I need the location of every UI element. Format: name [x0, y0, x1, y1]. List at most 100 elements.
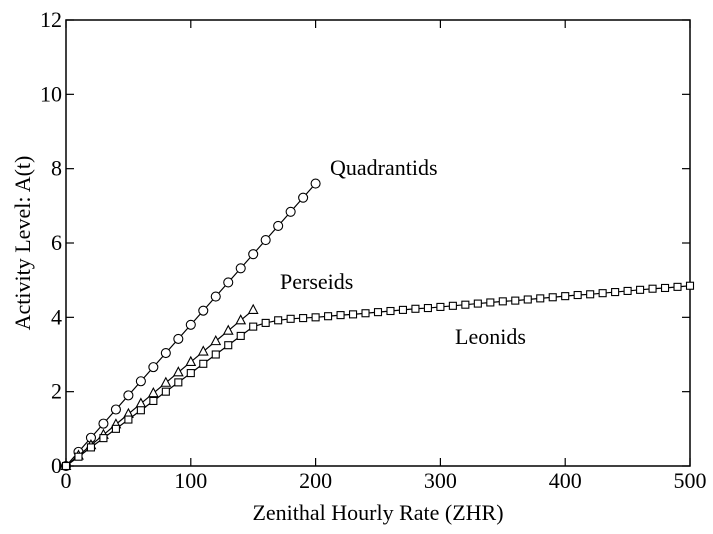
circle-marker — [248, 249, 259, 260]
square-marker — [573, 290, 582, 300]
triangle-marker — [210, 334, 222, 346]
x-axis-label: Zenithal Hourly Rate (ZHR) — [252, 500, 503, 525]
square-marker — [261, 318, 270, 327]
square-marker — [99, 434, 108, 443]
square-marker — [124, 415, 133, 424]
square-marker — [274, 316, 283, 325]
square-marker — [61, 461, 71, 471]
x-tick-label: 0 — [61, 468, 72, 493]
y-tick-label: 0 — [51, 453, 62, 478]
square-marker — [161, 387, 170, 396]
circle-marker — [98, 418, 109, 429]
circle-marker — [123, 390, 134, 401]
square-marker — [136, 406, 145, 415]
square-marker — [186, 369, 195, 378]
square-marker — [149, 396, 158, 406]
square-marker — [398, 305, 408, 314]
y-tick-label: 4 — [51, 304, 62, 329]
square-marker — [199, 359, 208, 368]
x-tick-label: 100 — [174, 468, 207, 493]
triangle-marker — [235, 314, 247, 325]
triangle-marker — [172, 366, 184, 377]
square-marker — [523, 295, 532, 304]
x-tick-label: 400 — [549, 468, 582, 493]
square-marker — [486, 298, 495, 307]
square-marker — [286, 314, 295, 323]
square-marker — [461, 300, 470, 309]
square-marker — [74, 452, 83, 461]
square-marker — [311, 313, 320, 322]
circle-marker — [135, 376, 146, 387]
square-marker — [111, 424, 120, 433]
square-marker — [648, 284, 657, 293]
y-tick-label: 8 — [51, 156, 62, 181]
square-marker — [561, 292, 570, 301]
triangle-marker — [135, 397, 147, 408]
square-marker — [336, 311, 345, 320]
y-tick-label: 6 — [51, 230, 62, 255]
square-marker — [548, 293, 557, 302]
circle-marker — [110, 404, 121, 415]
square-marker — [511, 296, 520, 305]
square-marker — [86, 443, 96, 452]
y-tick-label: 2 — [51, 379, 62, 404]
circle-marker — [210, 291, 221, 302]
x-tick-label: 200 — [299, 468, 332, 493]
circle-marker — [285, 206, 296, 217]
square-marker — [174, 378, 183, 387]
square-marker — [436, 302, 445, 311]
circle-marker — [273, 220, 284, 231]
circle-marker — [235, 263, 246, 274]
square-marker — [673, 282, 682, 291]
square-marker — [324, 312, 333, 321]
square-marker — [423, 303, 432, 313]
square-marker — [361, 309, 370, 318]
plot-frame — [65, 19, 691, 467]
circle-marker — [185, 319, 196, 330]
triangle-marker — [185, 355, 197, 366]
triangle-marker — [160, 376, 172, 387]
square-marker — [536, 294, 545, 303]
circle-marker — [223, 277, 234, 288]
x-tick-label: 300 — [424, 468, 457, 493]
y-axis-label: Activity Level: A(t) — [10, 156, 35, 331]
series-line — [65, 309, 254, 467]
square-marker — [249, 322, 258, 331]
square-marker — [498, 297, 507, 306]
series-label: Quadrantids — [330, 155, 438, 180]
square-marker — [224, 341, 233, 350]
series-label: Perseids — [280, 269, 353, 294]
square-marker — [411, 304, 420, 313]
y-tick-label: 10 — [40, 81, 62, 106]
square-marker — [473, 299, 482, 308]
triangle-marker — [222, 324, 234, 335]
square-marker — [373, 308, 383, 317]
square-marker — [660, 283, 670, 293]
circle-marker — [310, 178, 321, 189]
square-marker — [236, 331, 245, 340]
y-tick-label: 12 — [40, 7, 62, 32]
square-marker — [211, 350, 220, 359]
circle-marker — [148, 362, 159, 373]
square-marker — [611, 288, 620, 297]
square-marker — [448, 301, 457, 310]
square-marker — [685, 281, 695, 290]
circle-marker — [298, 192, 309, 203]
square-marker — [299, 314, 308, 323]
square-marker — [636, 285, 645, 294]
circle-marker — [198, 305, 209, 316]
triangle-marker — [247, 303, 259, 314]
square-marker — [598, 289, 607, 298]
square-marker — [623, 286, 632, 295]
square-marker — [586, 290, 595, 299]
triangle-marker — [147, 386, 159, 398]
triangle-marker — [197, 345, 209, 356]
circle-marker — [173, 333, 184, 344]
square-marker — [386, 306, 395, 316]
square-marker — [348, 310, 358, 319]
circle-marker — [260, 234, 271, 246]
x-tick-label: 500 — [674, 468, 707, 493]
circle-marker — [160, 347, 171, 359]
